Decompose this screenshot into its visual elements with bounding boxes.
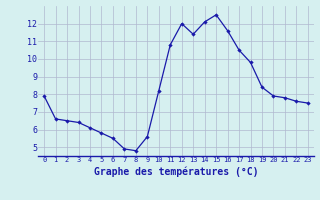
X-axis label: Graphe des températures (°C): Graphe des températures (°C) — [94, 166, 258, 177]
